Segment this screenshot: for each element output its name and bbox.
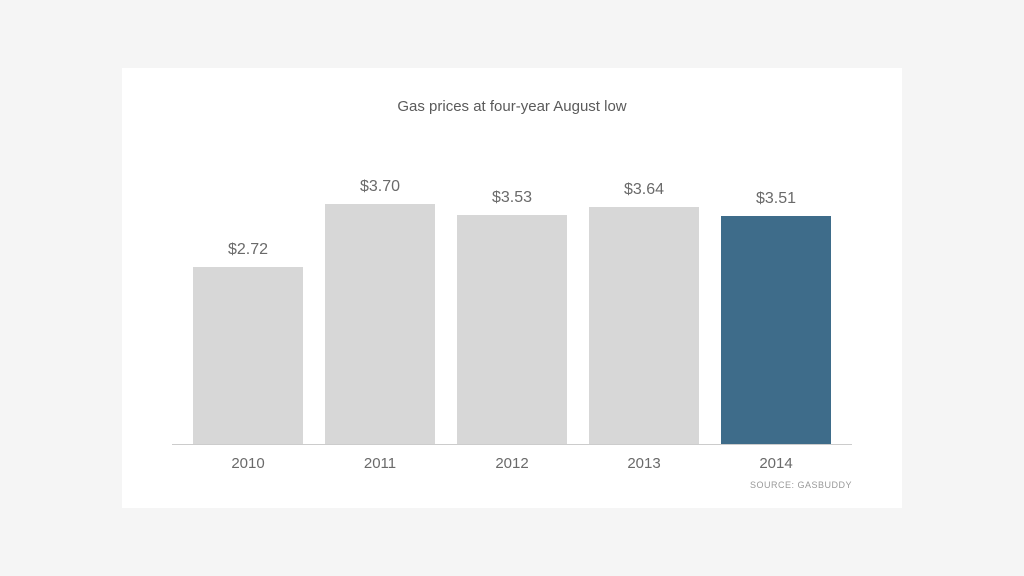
chart-title: Gas prices at four-year August low <box>172 98 852 115</box>
bar-2013 <box>589 207 699 444</box>
bar-2014 <box>721 216 831 444</box>
bar-group: $3.64 <box>589 181 699 444</box>
bar-value-label: $3.70 <box>360 178 400 196</box>
bar-value-label: $3.51 <box>756 190 796 208</box>
bar-group: $3.51 <box>721 190 831 444</box>
chart-container: Gas prices at four-year August low $2.72… <box>122 68 902 508</box>
bars-area: $2.72 $3.70 $3.53 $3.64 $3.51 <box>172 155 852 445</box>
bar-value-label: $3.53 <box>492 189 532 207</box>
bar-2010 <box>193 267 303 444</box>
x-label: 2011 <box>325 455 435 472</box>
x-label: 2014 <box>721 455 831 472</box>
x-label: 2010 <box>193 455 303 472</box>
x-label: 2012 <box>457 455 567 472</box>
bar-value-label: $2.72 <box>228 241 268 259</box>
bar-value-label: $3.64 <box>624 181 664 199</box>
source-text: SOURCE: GASBUDDY <box>750 480 852 490</box>
x-axis: 2010 2011 2012 2013 2014 <box>172 445 852 472</box>
bar-group: $3.70 <box>325 178 435 445</box>
bar-2012 <box>457 215 567 444</box>
bar-group: $2.72 <box>193 241 303 444</box>
bar-2011 <box>325 204 435 445</box>
bar-group: $3.53 <box>457 189 567 444</box>
x-label: 2013 <box>589 455 699 472</box>
